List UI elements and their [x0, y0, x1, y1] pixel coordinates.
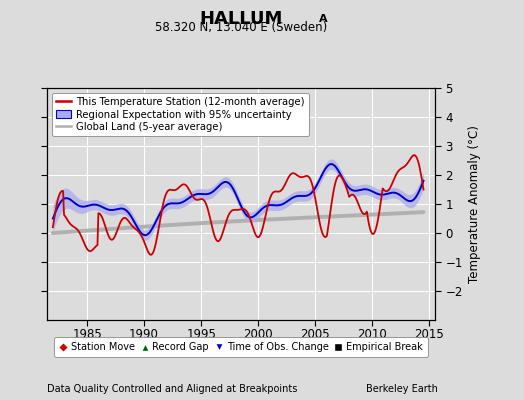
Y-axis label: Temperature Anomaly (°C): Temperature Anomaly (°C) — [468, 125, 481, 283]
Legend: This Temperature Station (12-month average), Regional Expectation with 95% uncer: This Temperature Station (12-month avera… — [52, 93, 309, 136]
Text: HALLUM: HALLUM — [199, 10, 283, 28]
Text: Data Quality Controlled and Aligned at Breakpoints: Data Quality Controlled and Aligned at B… — [47, 384, 298, 394]
Legend: Station Move, Record Gap, Time of Obs. Change, Empirical Break: Station Move, Record Gap, Time of Obs. C… — [54, 337, 428, 357]
Text: Berkeley Earth: Berkeley Earth — [366, 384, 438, 394]
Text: 58.320 N, 13.040 E (Sweden): 58.320 N, 13.040 E (Sweden) — [155, 21, 327, 34]
Text: A: A — [319, 14, 327, 24]
